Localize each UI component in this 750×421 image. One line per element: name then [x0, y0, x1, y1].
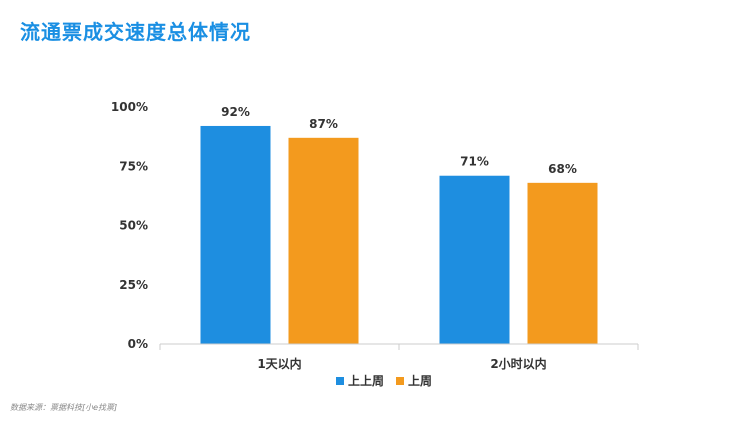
legend-label-series-1: 上上周 — [348, 374, 385, 388]
bars — [200, 125, 598, 345]
data-label: 87% — [309, 117, 338, 131]
y-tick-label: 50% — [119, 219, 148, 233]
data-label: 68% — [548, 162, 577, 176]
legend-item-series-1: 上上周 — [336, 372, 384, 389]
data-labels: 92% 87% 71% 68% — [221, 105, 577, 176]
legend-swatch-series-1 — [336, 376, 344, 385]
y-tick-label: 0% — [128, 337, 148, 351]
bar-series-1-cat-2 — [439, 175, 510, 344]
y-tick-label: 75% — [119, 159, 148, 173]
bar-series-2-cat-2 — [527, 182, 598, 344]
category-labels: 1天以内 2小时以内 — [257, 356, 546, 371]
legend-item-series-2: 上周 — [396, 372, 432, 389]
legend-label-series-2: 上周 — [408, 374, 433, 388]
x-category-label: 2小时以内 — [490, 356, 546, 371]
x-category-label: 1天以内 — [257, 356, 301, 371]
legend: 上上周 上周 — [336, 372, 432, 389]
y-tick-label: 100% — [111, 100, 148, 114]
y-tick-label: 25% — [119, 278, 148, 292]
data-label: 92% — [221, 105, 250, 119]
data-label: 71% — [460, 155, 489, 169]
y-axis-ticks: 0% 25% 50% 75% 100% — [111, 100, 148, 351]
data-source-note: 数据来源：票据科技[小e找票] — [10, 403, 118, 412]
bar-series-2-cat-1 — [288, 137, 359, 344]
page-title: 流通票成交速度总体情况 — [20, 20, 251, 44]
bar-series-1-cat-1 — [200, 125, 271, 345]
legend-swatch-series-2 — [396, 376, 405, 385]
x-axis-ticks — [159, 344, 639, 350]
